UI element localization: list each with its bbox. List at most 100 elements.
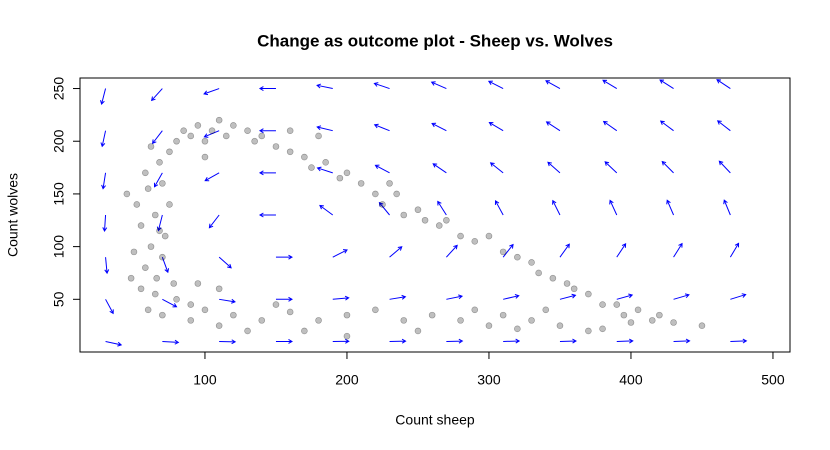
y-tick-label: 250 xyxy=(51,77,67,101)
field-arrow xyxy=(673,242,683,258)
point xyxy=(137,285,145,293)
field-arrow xyxy=(389,338,407,344)
y-tick-label: 150 xyxy=(51,182,67,206)
point xyxy=(428,311,436,319)
point xyxy=(322,159,329,166)
field-arrow xyxy=(203,130,220,138)
field-arrow xyxy=(494,200,504,216)
field-arrow xyxy=(609,199,618,216)
x-tick-label: 500 xyxy=(761,372,785,388)
point xyxy=(123,190,131,198)
point xyxy=(528,259,535,266)
point xyxy=(166,201,173,208)
point xyxy=(301,327,308,335)
point xyxy=(230,122,237,129)
point xyxy=(400,317,408,324)
field-arrow xyxy=(487,80,504,89)
field-arrow xyxy=(373,82,390,90)
point xyxy=(244,127,251,134)
point xyxy=(151,211,159,219)
point xyxy=(414,327,422,335)
point xyxy=(194,122,202,129)
point xyxy=(286,127,294,134)
field-arrow xyxy=(716,120,731,132)
x-tick-label: 300 xyxy=(477,372,501,388)
field-arrow xyxy=(432,163,447,174)
field-arrow xyxy=(153,172,163,188)
field-arrow xyxy=(602,120,618,132)
point xyxy=(315,317,322,324)
point xyxy=(159,253,166,261)
point xyxy=(142,169,149,177)
point xyxy=(201,137,209,145)
point xyxy=(201,306,209,314)
field-arrow xyxy=(100,130,107,148)
point xyxy=(400,211,408,219)
field-arrow xyxy=(316,83,333,90)
field-arrow xyxy=(100,88,107,106)
y-tick-label: 50 xyxy=(51,291,67,307)
field-arrow xyxy=(446,294,464,300)
point xyxy=(414,206,422,214)
point xyxy=(343,311,351,319)
point xyxy=(634,306,642,314)
chart-title: Change as outcome plot - Sheep vs. Wolve… xyxy=(257,31,613,50)
field-arrow xyxy=(389,294,407,300)
field-arrow xyxy=(616,293,634,300)
point xyxy=(585,327,592,335)
point xyxy=(648,317,656,324)
field-arrow xyxy=(219,298,236,304)
point xyxy=(421,216,429,224)
field-arrow xyxy=(661,160,674,174)
field-arrow xyxy=(258,128,276,134)
field-arrow xyxy=(673,338,691,344)
point xyxy=(151,290,159,298)
point xyxy=(386,180,393,187)
point xyxy=(272,143,280,150)
point xyxy=(147,143,155,150)
point xyxy=(471,238,479,245)
point xyxy=(514,325,521,333)
field-arrow xyxy=(316,166,333,174)
field-arrow xyxy=(162,298,178,308)
field-arrow xyxy=(319,204,334,216)
point xyxy=(542,306,550,314)
point xyxy=(599,301,606,308)
field-arrow xyxy=(446,338,464,344)
y-tick-label: 200 xyxy=(51,129,67,153)
field-arrow xyxy=(275,254,293,260)
point xyxy=(535,269,542,277)
point xyxy=(457,232,464,240)
field-arrow xyxy=(332,338,350,344)
point xyxy=(379,201,386,208)
point xyxy=(570,285,578,293)
field-arrow xyxy=(604,161,618,174)
field-arrow xyxy=(437,200,447,216)
field-arrow xyxy=(101,172,107,190)
point xyxy=(156,159,163,166)
x-tick-label: 400 xyxy=(619,372,643,388)
y-axis-label: Count wolves xyxy=(5,173,21,257)
field-arrow xyxy=(559,338,577,344)
point xyxy=(258,317,266,324)
x-tick-label: 100 xyxy=(193,372,217,388)
field-arrow xyxy=(616,242,627,258)
field-arrow xyxy=(104,257,110,275)
point xyxy=(393,190,400,198)
point xyxy=(563,280,571,287)
point xyxy=(230,311,237,319)
point xyxy=(147,243,155,250)
point xyxy=(343,332,351,340)
point xyxy=(127,274,135,282)
field-arrow xyxy=(203,88,220,96)
field-arrow xyxy=(488,122,504,132)
point xyxy=(613,301,621,308)
point xyxy=(156,227,163,235)
field-arrow xyxy=(105,299,114,315)
field-arrow xyxy=(559,293,577,300)
field-arrow xyxy=(373,123,390,132)
field-arrow xyxy=(258,212,276,218)
point xyxy=(556,322,564,329)
field-arrow xyxy=(161,256,170,274)
point xyxy=(222,132,230,140)
